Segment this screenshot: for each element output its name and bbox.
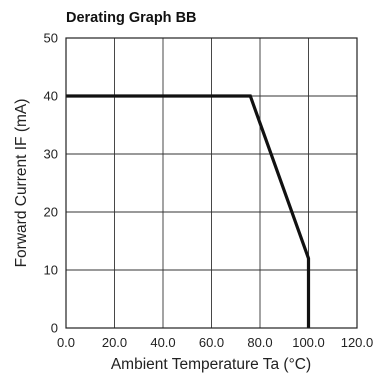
- y-tick-label: 0: [51, 321, 58, 336]
- x-axis-label: Ambient Temperature Ta (°C): [111, 356, 311, 373]
- x-tick-label: 40.0: [150, 335, 175, 350]
- y-tick-labels: 0 10 20 30 40 50: [44, 31, 58, 336]
- x-tick-label: 20.0: [102, 335, 127, 350]
- y-tick-label: 50: [44, 31, 58, 46]
- y-tick-label: 20: [44, 205, 58, 220]
- chart-title: Derating Graph BB: [66, 10, 197, 26]
- series-layer: [66, 94, 311, 328]
- x-tick-labels: 0.0 20.0 40.0 60.0 80.0 100.0 120.0: [57, 335, 373, 350]
- y-tick-label: 40: [44, 89, 58, 104]
- x-tick-label: 100.0: [292, 335, 325, 350]
- x-tick-label: 0.0: [57, 335, 75, 350]
- grid: [66, 38, 357, 328]
- derating-curve: [66, 94, 311, 328]
- plot-frame: [65, 37, 358, 329]
- x-tick-label: 60.0: [199, 335, 224, 350]
- y-tick-label: 30: [44, 147, 58, 162]
- x-tick-label: 120.0: [341, 335, 374, 350]
- x-tick-label: 80.0: [247, 335, 272, 350]
- y-tick-label: 10: [44, 263, 58, 278]
- y-axis-label: Forward Current IF (mA): [13, 99, 30, 268]
